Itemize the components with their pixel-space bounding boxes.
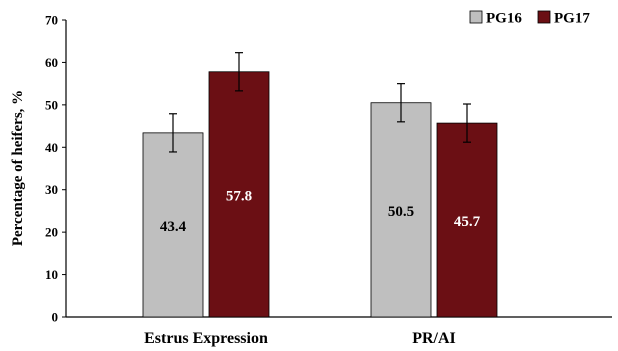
data-label: 57.8 xyxy=(226,188,252,204)
data-label: 45.7 xyxy=(454,214,481,230)
plot-area: 0 10 20 30 40 50 60 70 Estrus Expression PR/AI 43.… xyxy=(45,13,612,347)
data-label: 43.4 xyxy=(160,219,187,235)
y-tick-label: 60 xyxy=(45,55,58,70)
x-category-label: Estrus Expression xyxy=(144,330,268,347)
y-axis-label: Percentage of heifers, % xyxy=(10,90,26,246)
legend-label-pg16: PG16 xyxy=(486,11,522,27)
data-label: 50.5 xyxy=(388,204,414,220)
legend-swatch-pg16 xyxy=(469,10,483,24)
legend: PG16 PG17 xyxy=(469,10,590,27)
bar-pg17-1 xyxy=(436,122,498,318)
bar-pg16-1 xyxy=(370,102,432,318)
x-category-label: PR/AI xyxy=(412,330,456,347)
y-tick-label: 50 xyxy=(45,97,58,112)
bar-pg17-0 xyxy=(208,71,270,318)
legend-label-pg17: PG17 xyxy=(554,11,590,27)
y-tick-label: 0 xyxy=(52,310,59,325)
y-tick-label: 40 xyxy=(45,140,58,155)
y-tick-label: 20 xyxy=(45,225,58,240)
y-tick-label: 30 xyxy=(45,182,58,197)
y-tick-label: 70 xyxy=(45,13,58,28)
legend-swatch-pg17 xyxy=(537,10,551,24)
y-tick-label: 10 xyxy=(45,267,58,282)
